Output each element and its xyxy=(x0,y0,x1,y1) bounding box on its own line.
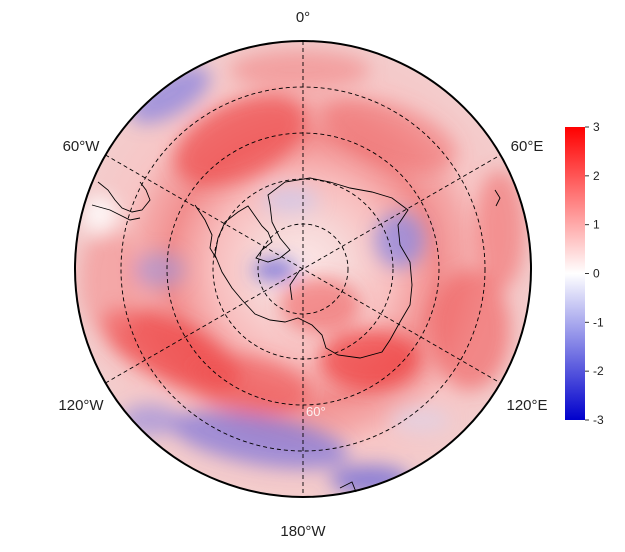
colorbar-tick-label: 3 xyxy=(593,120,600,134)
colorbar: 3 2 1 0 -1 -2 -3 xyxy=(565,120,604,427)
colorbar-tick-label: -2 xyxy=(593,364,604,378)
lon-label-0: 0° xyxy=(296,9,310,26)
lon-label-120w: 120°W xyxy=(58,397,104,414)
lon-label-60w: 60°W xyxy=(63,138,101,155)
lon-label-180w: 180°W xyxy=(280,523,326,540)
colorbar-gradient xyxy=(565,127,585,420)
colorbar-tick-label: 2 xyxy=(593,169,600,183)
latitude-label: 60° xyxy=(306,404,326,419)
south-america-coastline xyxy=(91,181,151,221)
lon-label-60e: 60°E xyxy=(511,138,544,155)
antarctica-coastline xyxy=(194,177,413,359)
colorbar-tick-label: -1 xyxy=(593,315,604,329)
colorbar-tick-label: -3 xyxy=(593,413,604,427)
colorbar-ticks: 3 2 1 0 -1 -2 -3 xyxy=(585,120,604,427)
colorbar-tick-label: 1 xyxy=(593,218,600,232)
map-boundary xyxy=(74,40,532,498)
graticule xyxy=(105,41,501,497)
australia-nz-coastline xyxy=(339,189,501,493)
lon-label-120e: 120°E xyxy=(506,397,547,414)
colorbar-tick-label: 0 xyxy=(593,267,600,281)
